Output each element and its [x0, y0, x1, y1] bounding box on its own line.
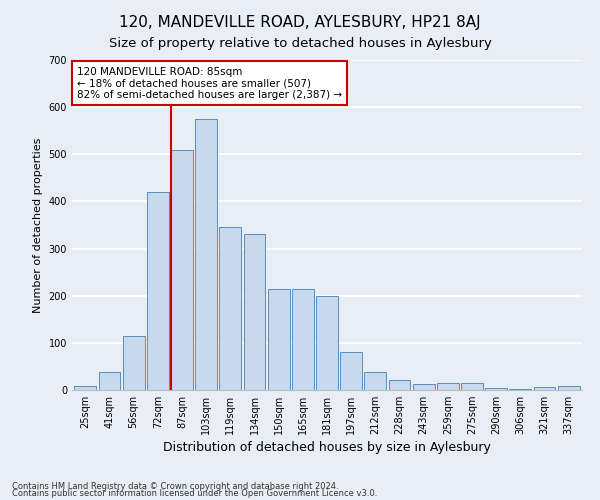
Bar: [533, 387, 556, 390]
Bar: [558, 386, 580, 390]
Bar: [413, 384, 434, 390]
Y-axis label: Number of detached properties: Number of detached properties: [33, 138, 43, 312]
Bar: [220, 228, 241, 390]
Bar: [340, 352, 362, 390]
Bar: [364, 372, 386, 390]
Bar: [292, 288, 314, 390]
Bar: [389, 380, 410, 390]
Bar: [98, 372, 121, 390]
X-axis label: Distribution of detached houses by size in Aylesbury: Distribution of detached houses by size …: [163, 442, 491, 454]
Bar: [171, 150, 193, 390]
Bar: [509, 389, 531, 390]
Bar: [195, 119, 217, 390]
Text: Contains HM Land Registry data © Crown copyright and database right 2024.: Contains HM Land Registry data © Crown c…: [12, 482, 338, 491]
Bar: [437, 383, 459, 390]
Bar: [268, 288, 290, 390]
Bar: [316, 296, 338, 390]
Text: 120 MANDEVILLE ROAD: 85sqm
← 18% of detached houses are smaller (507)
82% of sem: 120 MANDEVILLE ROAD: 85sqm ← 18% of deta…: [77, 66, 342, 100]
Bar: [244, 234, 265, 390]
Bar: [461, 383, 483, 390]
Text: 120, MANDEVILLE ROAD, AYLESBURY, HP21 8AJ: 120, MANDEVILLE ROAD, AYLESBURY, HP21 8A…: [119, 15, 481, 30]
Bar: [485, 388, 507, 390]
Bar: [147, 192, 169, 390]
Bar: [123, 336, 145, 390]
Text: Contains public sector information licensed under the Open Government Licence v3: Contains public sector information licen…: [12, 490, 377, 498]
Bar: [74, 386, 96, 390]
Text: Size of property relative to detached houses in Aylesbury: Size of property relative to detached ho…: [109, 38, 491, 51]
